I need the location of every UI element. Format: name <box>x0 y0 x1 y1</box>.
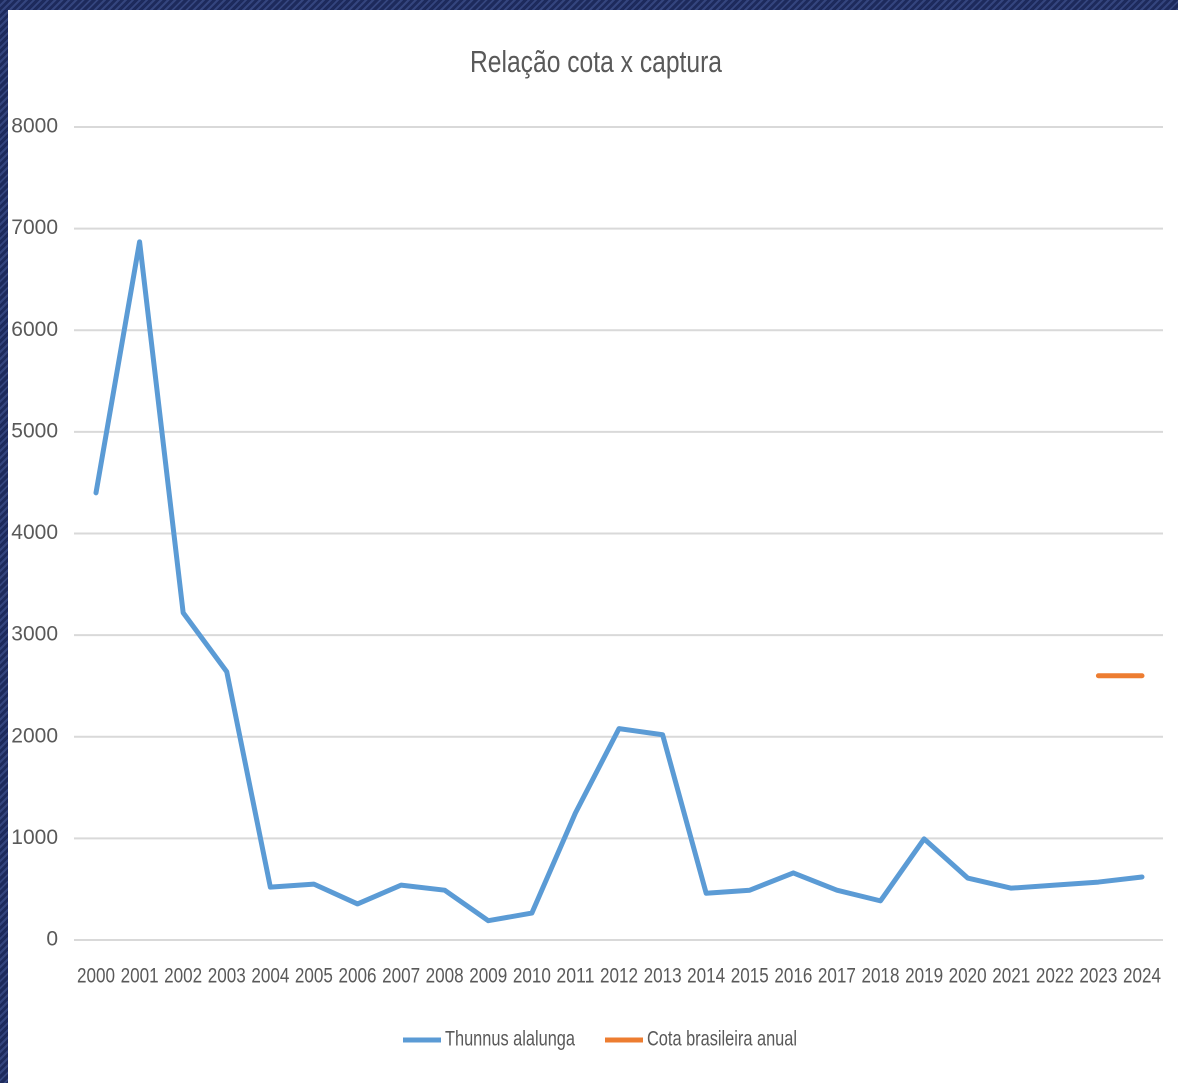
y-tick-label: 4000 <box>11 521 58 544</box>
y-tick-label: 7000 <box>11 216 58 239</box>
x-tick-label: 2020 <box>949 965 987 988</box>
y-tick-label: 5000 <box>11 419 58 442</box>
y-tick-label: 6000 <box>11 318 58 341</box>
x-tick-label: 2003 <box>208 965 246 988</box>
x-tick-label: 2016 <box>774 965 812 988</box>
x-tick-label: 2009 <box>469 965 507 988</box>
y-tick-label: 3000 <box>11 623 58 646</box>
x-tick-label: 2024 <box>1123 965 1161 988</box>
legend-label: Thunnus alalunga <box>445 1028 575 1051</box>
chart-title: Relação cota x captura <box>470 44 723 79</box>
x-tick-label: 2007 <box>382 965 420 988</box>
x-tick-label: 2022 <box>1036 965 1074 988</box>
y-tick-label: 1000 <box>11 826 58 849</box>
x-tick-label: 2014 <box>687 965 725 988</box>
x-tick-label: 2002 <box>164 965 202 988</box>
x-tick-label: 2001 <box>121 965 159 988</box>
x-tick-label: 2004 <box>251 965 289 988</box>
x-tick-label: 2011 <box>556 965 594 988</box>
x-tick-label: 2015 <box>731 965 769 988</box>
x-tick-label: 2000 <box>77 965 115 988</box>
series-line <box>93 239 1145 924</box>
x-tick-label: 2008 <box>426 965 464 988</box>
x-tick-label: 2018 <box>862 965 900 988</box>
x-tick-label: 2017 <box>818 965 856 988</box>
x-tick-label: 2013 <box>644 965 682 988</box>
x-tick-label: 2005 <box>295 965 333 988</box>
x-tick-label: 2012 <box>600 965 638 988</box>
chart-panel <box>8 10 1178 1083</box>
x-tick-label: 2019 <box>905 965 943 988</box>
y-tick-label: 8000 <box>11 115 58 138</box>
x-tick-label: 2021 <box>992 965 1030 988</box>
x-tick-label: 2006 <box>339 965 377 988</box>
y-tick-label: 0 <box>46 928 58 951</box>
legend-label: Cota brasileira anual <box>647 1028 797 1051</box>
x-tick-label: 2010 <box>513 965 551 988</box>
x-tick-label: 2023 <box>1079 965 1117 988</box>
y-tick-label: 2000 <box>11 724 58 747</box>
